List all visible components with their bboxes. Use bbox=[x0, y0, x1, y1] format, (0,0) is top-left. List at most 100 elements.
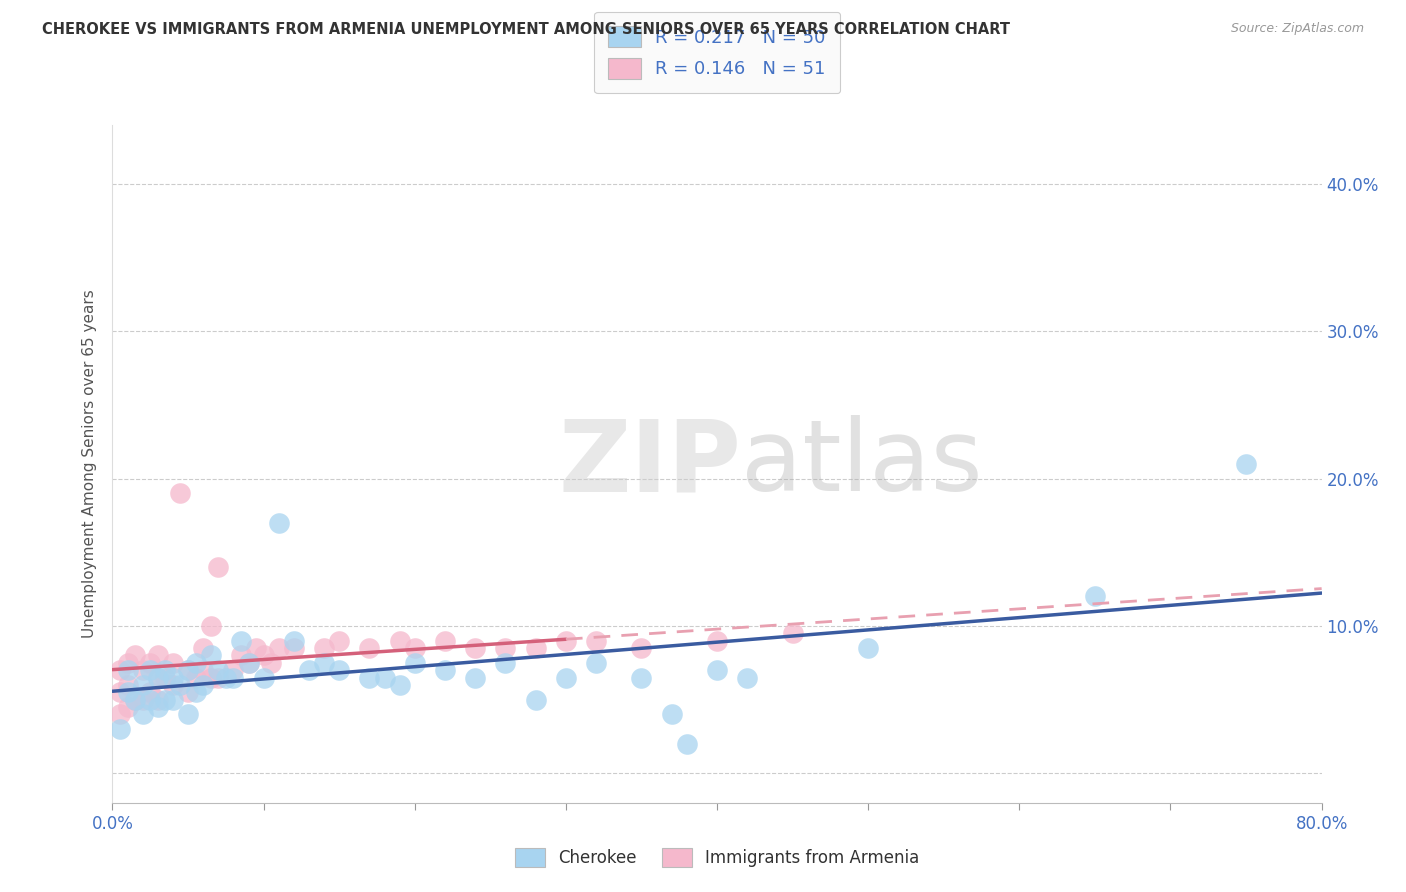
Point bbox=[404, 656, 426, 670]
Point bbox=[108, 685, 131, 699]
Point bbox=[132, 692, 155, 706]
Point bbox=[524, 641, 547, 656]
Point bbox=[283, 641, 305, 656]
Point bbox=[737, 671, 759, 685]
Point bbox=[146, 692, 169, 706]
Legend: Cherokee, Immigrants from Armenia: Cherokee, Immigrants from Armenia bbox=[506, 840, 928, 876]
Point bbox=[464, 641, 486, 656]
Point bbox=[328, 663, 350, 677]
Point bbox=[359, 641, 381, 656]
Point bbox=[314, 656, 336, 670]
Point bbox=[388, 633, 411, 648]
Point bbox=[464, 671, 486, 685]
Point bbox=[245, 641, 267, 656]
Point bbox=[207, 560, 229, 574]
Point bbox=[1084, 590, 1107, 604]
Point bbox=[782, 626, 804, 640]
Point bbox=[139, 685, 162, 699]
Point bbox=[117, 685, 139, 699]
Point bbox=[146, 648, 169, 663]
Point bbox=[132, 707, 155, 722]
Point bbox=[675, 737, 697, 751]
Point bbox=[124, 648, 146, 663]
Point bbox=[132, 663, 155, 677]
Point bbox=[184, 656, 207, 670]
Point bbox=[229, 633, 252, 648]
Point bbox=[169, 678, 191, 692]
Point bbox=[207, 663, 229, 677]
Point bbox=[267, 516, 290, 530]
Point bbox=[238, 656, 260, 670]
Point bbox=[207, 671, 229, 685]
Point bbox=[253, 671, 276, 685]
Point bbox=[162, 692, 184, 706]
Point bbox=[222, 671, 245, 685]
Point bbox=[215, 671, 238, 685]
Point bbox=[139, 663, 162, 677]
Point bbox=[585, 656, 607, 670]
Point bbox=[359, 671, 381, 685]
Point bbox=[184, 671, 207, 685]
Point bbox=[117, 700, 139, 714]
Point bbox=[169, 486, 191, 500]
Point bbox=[314, 641, 336, 656]
Point bbox=[117, 663, 139, 677]
Point bbox=[177, 685, 200, 699]
Point bbox=[554, 633, 576, 648]
Point bbox=[433, 663, 456, 677]
Point bbox=[162, 678, 184, 692]
Text: CHEROKEE VS IMMIGRANTS FROM ARMENIA UNEMPLOYMENT AMONG SENIORS OVER 65 YEARS COR: CHEROKEE VS IMMIGRANTS FROM ARMENIA UNEM… bbox=[42, 22, 1010, 37]
Point bbox=[155, 671, 177, 685]
Point bbox=[585, 633, 607, 648]
Point bbox=[200, 671, 222, 685]
Point bbox=[139, 656, 162, 670]
Point bbox=[267, 641, 290, 656]
Point bbox=[524, 692, 547, 706]
Point bbox=[374, 671, 396, 685]
Point bbox=[146, 700, 169, 714]
Point bbox=[388, 678, 411, 692]
Point bbox=[229, 648, 252, 663]
Point bbox=[554, 671, 576, 685]
Point bbox=[177, 663, 200, 677]
Point bbox=[856, 641, 880, 656]
Text: Source: ZipAtlas.com: Source: ZipAtlas.com bbox=[1230, 22, 1364, 36]
Point bbox=[108, 707, 131, 722]
Point bbox=[706, 633, 728, 648]
Point bbox=[184, 685, 207, 699]
Point bbox=[155, 692, 177, 706]
Text: ZIP: ZIP bbox=[558, 416, 741, 512]
Point bbox=[139, 692, 162, 706]
Text: atlas: atlas bbox=[741, 416, 983, 512]
Point bbox=[495, 656, 517, 670]
Point bbox=[162, 671, 184, 685]
Point bbox=[162, 656, 184, 670]
Point bbox=[117, 656, 139, 670]
Point bbox=[630, 671, 652, 685]
Y-axis label: Unemployment Among Seniors over 65 years: Unemployment Among Seniors over 65 years bbox=[82, 290, 97, 638]
Point bbox=[132, 678, 155, 692]
Point bbox=[124, 692, 146, 706]
Point bbox=[108, 722, 131, 736]
Point bbox=[433, 633, 456, 648]
Point bbox=[253, 648, 276, 663]
Point bbox=[238, 656, 260, 670]
Point bbox=[404, 641, 426, 656]
Point bbox=[200, 619, 222, 633]
Point bbox=[661, 707, 683, 722]
Point bbox=[177, 663, 200, 677]
Point bbox=[117, 678, 139, 692]
Point bbox=[108, 663, 131, 677]
Point bbox=[495, 641, 517, 656]
Point bbox=[191, 641, 214, 656]
Point bbox=[124, 692, 146, 706]
Point bbox=[222, 663, 245, 677]
Point bbox=[146, 671, 169, 685]
Point bbox=[146, 671, 169, 685]
Point bbox=[191, 678, 214, 692]
Point bbox=[191, 663, 214, 677]
Point bbox=[155, 663, 177, 677]
Point bbox=[200, 648, 222, 663]
Point bbox=[630, 641, 652, 656]
Point bbox=[283, 633, 305, 648]
